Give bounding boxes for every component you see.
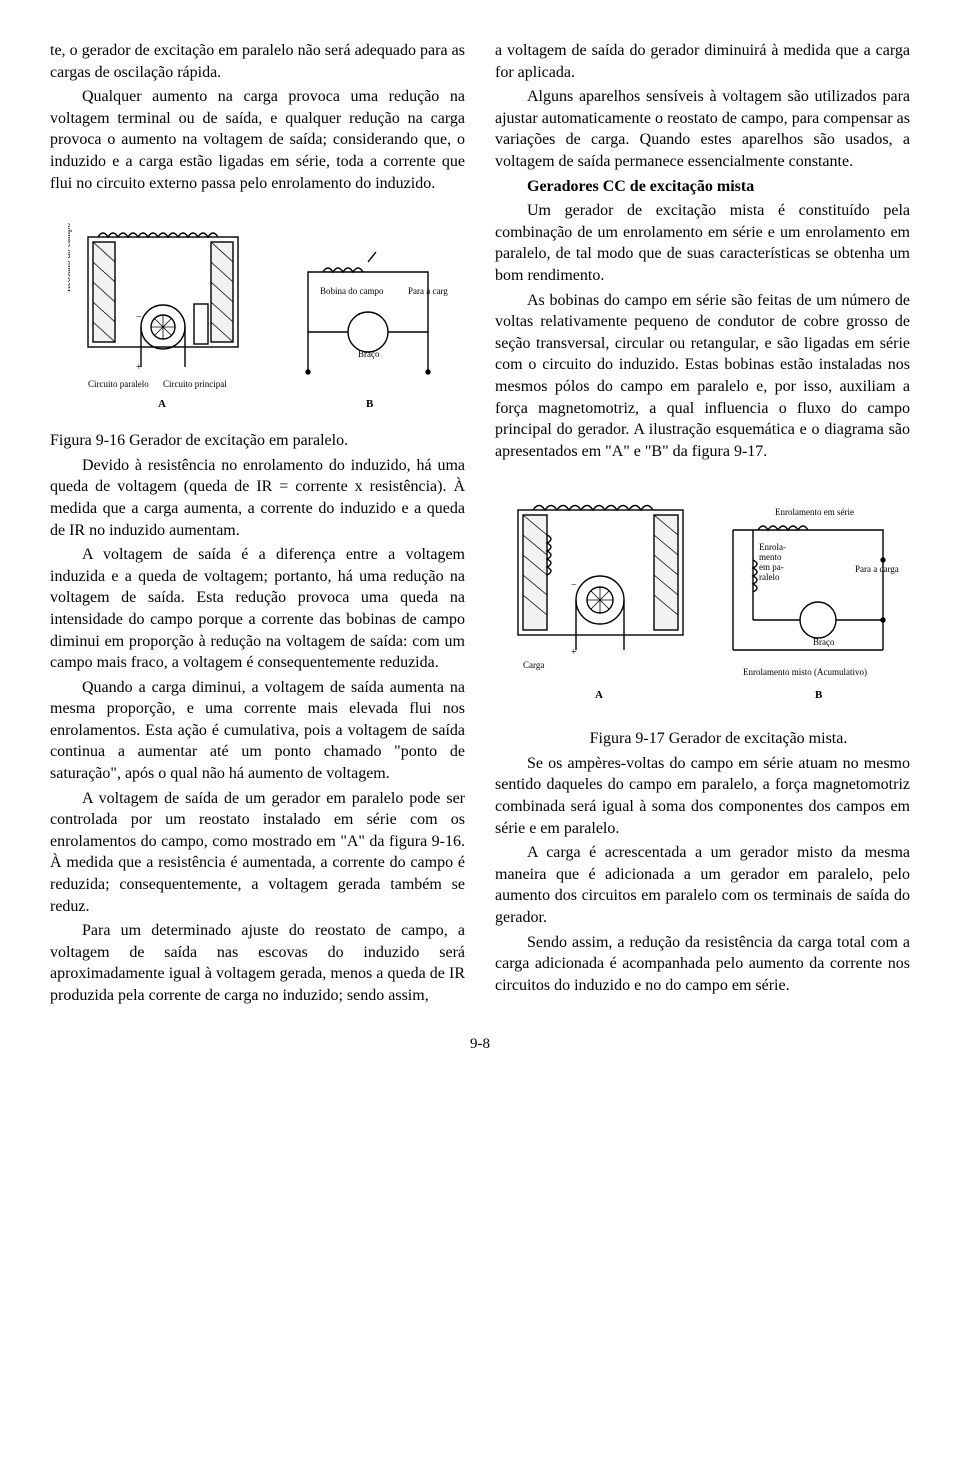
- para: a voltagem de saída do gerador diminuirá…: [495, 40, 910, 83]
- svg-text:+: +: [136, 362, 142, 373]
- para: Alguns aparelhos sensíveis à voltagem sã…: [495, 86, 910, 172]
- label: Braço: [813, 637, 835, 647]
- para: Um gerador de excitação mista é constitu…: [495, 200, 910, 286]
- svg-text:−: −: [136, 312, 142, 323]
- label: Enrolamento em série: [775, 507, 854, 517]
- para: Qualquer aumento na carga provoca uma re…: [50, 86, 465, 194]
- figure-9-17: − +: [495, 480, 910, 710]
- figure-9-16: − + Reostato do campo Circuito para: [50, 212, 465, 412]
- label: Para a carga: [408, 286, 448, 296]
- label: Reostato do campo: [68, 223, 72, 292]
- label: Braço: [358, 349, 380, 359]
- para: Para um determinado ajuste do reostato d…: [50, 920, 465, 1006]
- para: A carga é acrescentada a um gerador mist…: [495, 842, 910, 928]
- page-number: 9-8: [50, 1034, 910, 1054]
- label: A: [595, 689, 603, 701]
- label: Circuito paralelo: [88, 379, 149, 389]
- left-column: te, o gerador de excitação em paralelo n…: [50, 40, 465, 1010]
- para: A voltagem de saída é a diferença entre …: [50, 544, 465, 674]
- para: Se os ampères-voltas do campo em série a…: [495, 753, 910, 839]
- label: B: [815, 689, 823, 701]
- para: As bobinas do campo em série são feitas …: [495, 290, 910, 463]
- para: Devido à resistência no enrolamento do i…: [50, 455, 465, 541]
- right-column: a voltagem de saída do gerador diminuirá…: [495, 40, 910, 1010]
- fig-9-16-caption: Figura 9-16 Gerador de excitação em para…: [50, 430, 465, 452]
- fig-9-17-caption: Figura 9-17 Gerador de excitação mista.: [495, 728, 910, 750]
- para: te, o gerador de excitação em paralelo n…: [50, 40, 465, 83]
- label: Enrola- mento em pa- ralelo: [759, 542, 788, 582]
- label: Circuito principal: [163, 379, 227, 389]
- figure-9-17-svg: − +: [503, 480, 903, 710]
- label: Carga: [523, 660, 544, 670]
- label: Enrolamento misto (Acumulativo): [743, 667, 867, 677]
- para: A voltagem de saída de um gerador em par…: [50, 788, 465, 918]
- label: B: [366, 398, 374, 410]
- label: Bobina do campo: [320, 286, 384, 296]
- para: Sendo assim, a redução da resistência da…: [495, 932, 910, 997]
- svg-text:−: −: [571, 580, 577, 591]
- svg-text:+: +: [571, 647, 577, 658]
- label: A: [158, 398, 166, 410]
- figure-9-16-svg: − + Reostato do campo Circuito para: [68, 212, 448, 412]
- para: Quando a carga diminui, a voltagem de sa…: [50, 677, 465, 785]
- section-title: Geradores CC de excitação mista: [495, 176, 910, 198]
- label: Para a carga: [855, 564, 899, 574]
